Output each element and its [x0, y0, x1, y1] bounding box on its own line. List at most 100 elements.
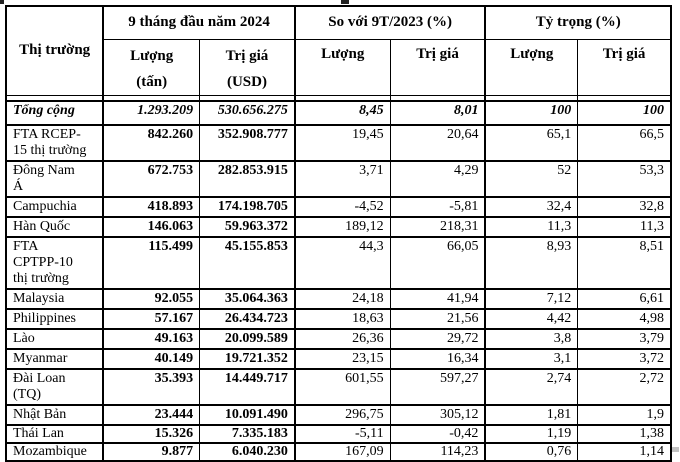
value-cell: 26,36 — [294, 329, 391, 350]
value-cell: 10.091.490 — [199, 405, 296, 426]
value-cell: 57.167 — [103, 309, 201, 330]
value-cell: 296,75 — [294, 405, 391, 426]
value-cell: 45.155.853 — [199, 237, 296, 290]
value-cell: 23.444 — [103, 405, 201, 426]
value-cell: 44,3 — [294, 237, 391, 290]
value-cell: 4,29 — [390, 161, 487, 198]
column-header-market: Thị trường — [6, 6, 105, 96]
value-cell: -5,11 — [294, 425, 391, 444]
market-cell: FTA RCEP- 15 thị trường — [6, 125, 105, 162]
value-cell: 842.260 — [103, 125, 201, 162]
market-cell: Mozambique — [6, 443, 105, 462]
value-cell: 3,71 — [294, 161, 391, 198]
value-cell: 7.335.183 — [199, 425, 296, 444]
value-cell: 66,5 — [577, 125, 671, 162]
cropped-glyph-fragment-topcenter — [341, 0, 349, 4]
value-cell: 20,64 — [390, 125, 487, 162]
value-cell: 530.656.275 — [199, 101, 296, 126]
market-cell: Campuchia — [6, 197, 105, 218]
value-cell: 26.434.723 — [199, 309, 296, 330]
table-row: Đông Nam Á 672.753 282.853.915 3,71 4,29… — [6, 161, 671, 198]
column-header-value-usd: Trị giá (USD) — [199, 39, 296, 96]
table-row-total: Tổng cộng 1.293.209 530.656.275 8,45 8,0… — [6, 101, 671, 126]
value-cell: 19.721.352 — [199, 349, 296, 370]
value-cell: 1,38 — [577, 425, 671, 444]
value-cell: 6.040.230 — [199, 443, 296, 462]
table-row: Myanmar 40.149 19.721.352 23,15 16,34 3,… — [6, 349, 671, 370]
column-header-volume-share: Lượng — [485, 39, 579, 96]
value-cell: 9.877 — [103, 443, 201, 462]
table-row: Đài Loan (TQ) 35.393 14.449.717 601,55 5… — [6, 369, 671, 406]
value-cell: 4,42 — [485, 309, 579, 330]
value-cell: 32,8 — [577, 197, 671, 218]
value-cell: -5,81 — [390, 197, 487, 218]
value-cell: 115.499 — [103, 237, 201, 290]
value-cell: 41,94 — [390, 289, 487, 310]
column-group-vs-9t2023: So với 9T/2023 (%) — [294, 6, 487, 40]
market-cell: Đông Nam Á — [6, 161, 105, 198]
value-cell: 3,1 — [485, 349, 579, 370]
value-cell: 35.393 — [103, 369, 201, 406]
value-cell: 59.963.372 — [199, 217, 296, 238]
table-body: Tổng cộng 1.293.209 530.656.275 8,45 8,0… — [6, 101, 671, 462]
value-cell: 24,18 — [294, 289, 391, 310]
column-header-value-share: Trị giá — [577, 39, 671, 96]
value-cell: 8,01 — [390, 101, 487, 126]
value-cell: 15.326 — [103, 425, 201, 444]
market-cell: Tổng cộng — [6, 101, 105, 126]
value-cell: 40.149 — [103, 349, 201, 370]
value-cell: 8,93 — [485, 237, 579, 290]
table-row: FTA RCEP- 15 thị trường 842.260 352.908.… — [6, 125, 671, 162]
market-cell: Hàn Quốc — [6, 217, 105, 238]
market-cell: Myanmar — [6, 349, 105, 370]
column-header-volume-change: Lượng — [294, 39, 391, 96]
market-cell: Philippines — [6, 309, 105, 330]
value-cell: 1.293.209 — [103, 101, 201, 126]
value-cell: 20.099.589 — [199, 329, 296, 350]
value-cell: -0,42 — [390, 425, 487, 444]
cropped-glyph-fragment-topleft — [0, 0, 4, 4]
value-cell: 6,61 — [577, 289, 671, 310]
value-cell: 29,72 — [390, 329, 487, 350]
value-cell: 14.449.717 — [199, 369, 296, 406]
value-cell: 32,4 — [485, 197, 579, 218]
column-group-9m2024: 9 tháng đầu năm 2024 — [103, 6, 296, 40]
value-cell: 11,3 — [485, 217, 579, 238]
value-cell: 597,27 — [390, 369, 487, 406]
value-cell: 3,72 — [577, 349, 671, 370]
value-cell: 35.064.363 — [199, 289, 296, 310]
value-cell: 352.908.777 — [199, 125, 296, 162]
value-cell: 3,79 — [577, 329, 671, 350]
value-cell: 7,12 — [485, 289, 579, 310]
value-cell: 16,34 — [390, 349, 487, 370]
table-row: Hàn Quốc 146.063 59.963.372 189,12 218,3… — [6, 217, 671, 238]
cropped-artifact-bottomright — [672, 447, 679, 452]
header-group-row: Thị trường 9 tháng đầu năm 2024 So với 9… — [6, 6, 671, 96]
value-cell: -4,52 — [294, 197, 391, 218]
value-cell: 418.893 — [103, 197, 201, 218]
market-cell: Thái Lan — [6, 425, 105, 444]
value-cell: 100 — [485, 101, 579, 126]
table-row: Campuchia 418.893 174.198.705 -4,52 -5,8… — [6, 197, 671, 218]
table-row: Philippines 57.167 26.434.723 18,63 21,5… — [6, 309, 671, 330]
value-cell: 8,45 — [294, 101, 391, 126]
value-cell: 52 — [485, 161, 579, 198]
value-cell: 66,05 — [390, 237, 487, 290]
value-cell: 601,55 — [294, 369, 391, 406]
value-cell: 189,12 — [294, 217, 391, 238]
table-row: Nhật Bản 23.444 10.091.490 296,75 305,12… — [6, 405, 671, 426]
value-cell: 1,9 — [577, 405, 671, 426]
table-row: FTA CPTPP-10 thị trường 115.499 45.155.8… — [6, 237, 671, 290]
value-cell: 146.063 — [103, 217, 201, 238]
table-row: Mozambique 9.877 6.040.230 167,09 114,23… — [6, 443, 671, 462]
value-cell: 282.853.915 — [199, 161, 296, 198]
value-cell: 2,74 — [485, 369, 579, 406]
table-row: Thái Lan 15.326 7.335.183 -5,11 -0,42 1,… — [6, 425, 671, 444]
header-body-separator — [6, 95, 671, 102]
column-header-volume-tons: Lượng (tấn) — [103, 39, 201, 96]
value-cell: 114,23 — [390, 443, 487, 462]
column-group-share: Tỷ trọng (%) — [485, 6, 671, 40]
value-cell: 53,3 — [577, 161, 671, 198]
value-cell: 174.198.705 — [199, 197, 296, 218]
value-cell: 18,63 — [294, 309, 391, 330]
